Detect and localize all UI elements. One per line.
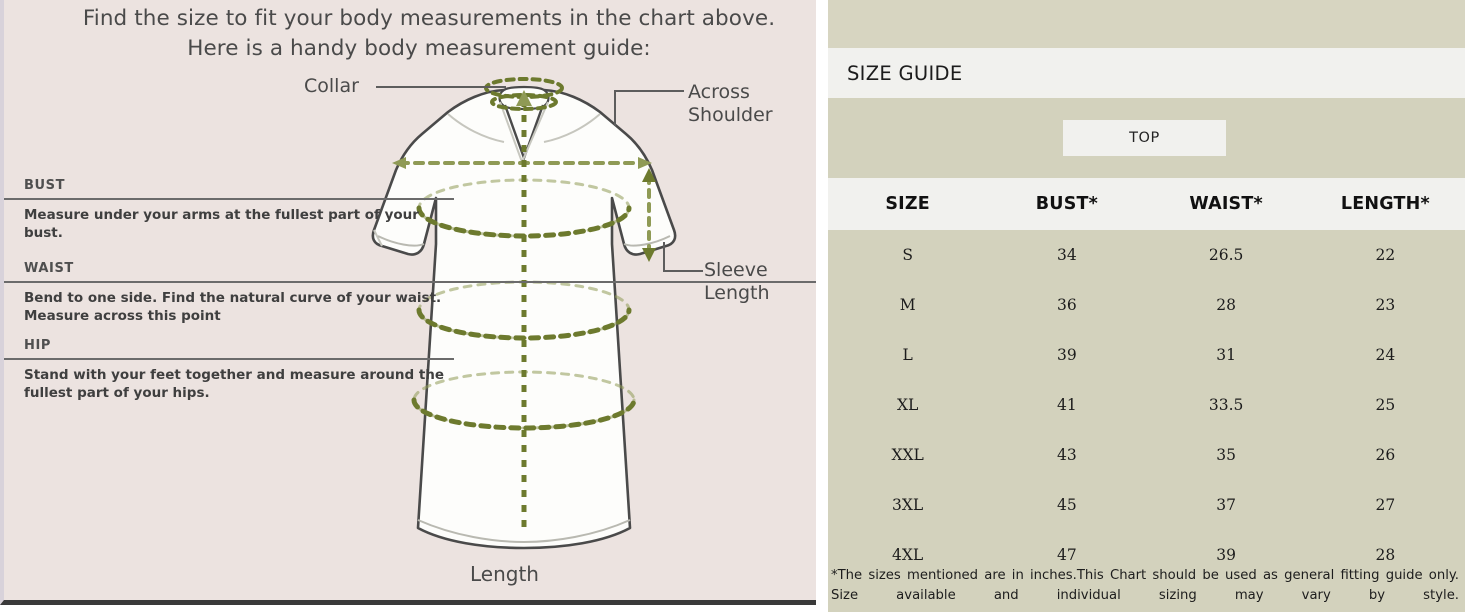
callout-length: Length — [470, 562, 539, 586]
measure-note-bust: BUST Measure under your arms at the full… — [4, 178, 454, 242]
cell-waist: 26.5 — [1146, 230, 1306, 280]
cell-waist: 31 — [1146, 330, 1306, 380]
callout-collar: Collar — [304, 75, 359, 97]
cell-bust: 47 — [987, 530, 1147, 580]
measure-note-hip-caption: HIP — [24, 338, 52, 353]
measure-note-bust-caption: BUST — [24, 178, 66, 193]
table-row: XL 41 33.5 25 — [828, 380, 1465, 430]
table-row: XXL 43 35 26 — [828, 430, 1465, 480]
callout-sleeve-length-line2: Length — [704, 282, 770, 304]
size-guide-header: SIZE GUIDE — [828, 48, 1465, 98]
across-shoulder-leader-line — [614, 90, 684, 92]
measure-note-hip-body: Stand with your feet together and measur… — [24, 367, 445, 401]
intro-text: Find the size to fit your body measureme… — [4, 4, 816, 64]
cell-bust: 34 — [987, 230, 1147, 280]
cell-size: S — [828, 230, 988, 280]
cell-bust: 43 — [987, 430, 1147, 480]
cell-length: 25 — [1305, 380, 1465, 430]
measure-note-hip: HIP Stand with your feet together and me… — [4, 338, 454, 402]
measure-note-waist-caption: WAIST — [24, 261, 74, 276]
cell-waist: 35 — [1146, 430, 1306, 480]
page-title: SIZE GUIDE — [847, 61, 963, 85]
size-chart-table: SIZE BUST* WAIST* LENGTH* S 34 26.5 22 M… — [828, 178, 1465, 580]
sleeve-length-leader-line — [663, 270, 703, 272]
column-header-waist: WAIST* — [1146, 178, 1306, 230]
callout-sleeve-length: Sleeve Length — [704, 259, 770, 305]
cell-waist: 37 — [1146, 480, 1306, 530]
cell-size: 4XL — [828, 530, 988, 580]
cell-length: 28 — [1305, 530, 1465, 580]
cell-length: 23 — [1305, 280, 1465, 330]
cell-bust: 41 — [987, 380, 1147, 430]
table-header-row: SIZE BUST* WAIST* LENGTH* — [828, 178, 1465, 230]
column-header-size: SIZE — [828, 178, 988, 230]
tab-top[interactable]: TOP — [1063, 120, 1226, 156]
measure-note-hip-rule — [4, 358, 454, 360]
across-shoulder-leader-drop — [614, 90, 616, 126]
cell-size: L — [828, 330, 988, 380]
callout-sleeve-length-line1: Sleeve — [704, 259, 768, 281]
measure-note-waist-rule — [4, 281, 816, 283]
size-chart-footnote: *The sizes mentioned are in inches.This … — [831, 568, 1459, 603]
cell-size: 3XL — [828, 480, 988, 530]
table-row: S 34 26.5 22 — [828, 230, 1465, 280]
collar-leader-line — [376, 86, 506, 88]
intro-line-1: Find the size to fit your body measureme… — [82, 6, 776, 31]
measure-note-waist-body: Bend to one side. Find the natural curve… — [24, 290, 442, 324]
measure-note-bust-body: Measure under your arms at the fullest p… — [24, 207, 419, 241]
size-chart-panel: SIZE GUIDE TOP SIZE BUST* WAIST* LENGTH*… — [828, 0, 1465, 612]
table-row: M 36 28 23 — [828, 280, 1465, 330]
cell-size: XL — [828, 380, 988, 430]
table-row: 3XL 45 37 27 — [828, 480, 1465, 530]
category-tab-band: TOP — [828, 98, 1465, 178]
intro-line-2: Here is a handy body measurement guide: — [187, 36, 651, 61]
panel-top-strip — [828, 0, 1465, 48]
table-row: 4XL 47 39 28 — [828, 530, 1465, 580]
cell-size: M — [828, 280, 988, 330]
cell-waist: 33.5 — [1146, 380, 1306, 430]
cell-waist: 28 — [1146, 280, 1306, 330]
callout-across-shoulder-line1: Across — [688, 81, 750, 103]
cell-length: 24 — [1305, 330, 1465, 380]
cell-waist: 39 — [1146, 530, 1306, 580]
column-header-length: LENGTH* — [1305, 178, 1465, 230]
callout-across-shoulder-line2: Shoulder — [688, 104, 773, 126]
table-row: L 39 31 24 — [828, 330, 1465, 380]
sleeve-length-leader-riser — [663, 242, 665, 272]
measure-note-bust-rule — [4, 198, 454, 200]
cell-length: 22 — [1305, 230, 1465, 280]
measurement-guide-panel: Find the size to fit your body measureme… — [0, 0, 816, 605]
callout-across-shoulder: Across Shoulder — [688, 81, 773, 127]
cell-bust: 45 — [987, 480, 1147, 530]
cell-bust: 36 — [987, 280, 1147, 330]
cell-length: 26 — [1305, 430, 1465, 480]
cell-bust: 39 — [987, 330, 1147, 380]
column-header-bust: BUST* — [987, 178, 1147, 230]
cell-size: XXL — [828, 430, 988, 480]
measure-note-waist: WAIST Bend to one side. Find the natural… — [4, 261, 816, 325]
cell-length: 27 — [1305, 480, 1465, 530]
